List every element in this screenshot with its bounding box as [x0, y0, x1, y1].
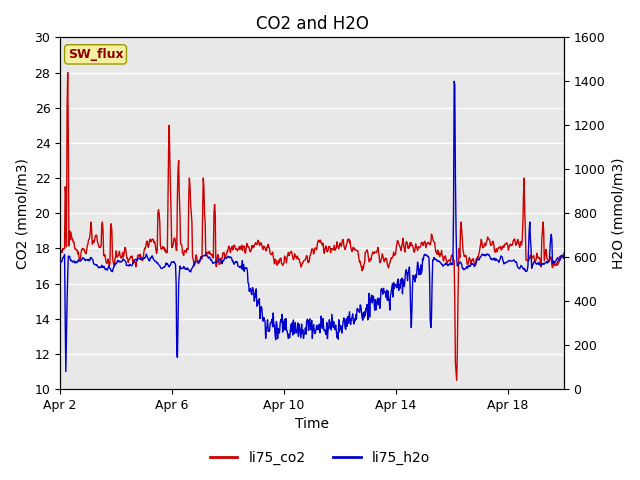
X-axis label: Time: Time: [295, 418, 329, 432]
Legend: li75_co2, li75_h2o: li75_co2, li75_h2o: [204, 445, 436, 471]
Text: SW_flux: SW_flux: [68, 48, 124, 61]
Title: CO2 and H2O: CO2 and H2O: [255, 15, 369, 33]
Y-axis label: CO2 (mmol/m3): CO2 (mmol/m3): [15, 158, 29, 269]
Y-axis label: H2O (mmol/m3): H2O (mmol/m3): [611, 157, 625, 269]
